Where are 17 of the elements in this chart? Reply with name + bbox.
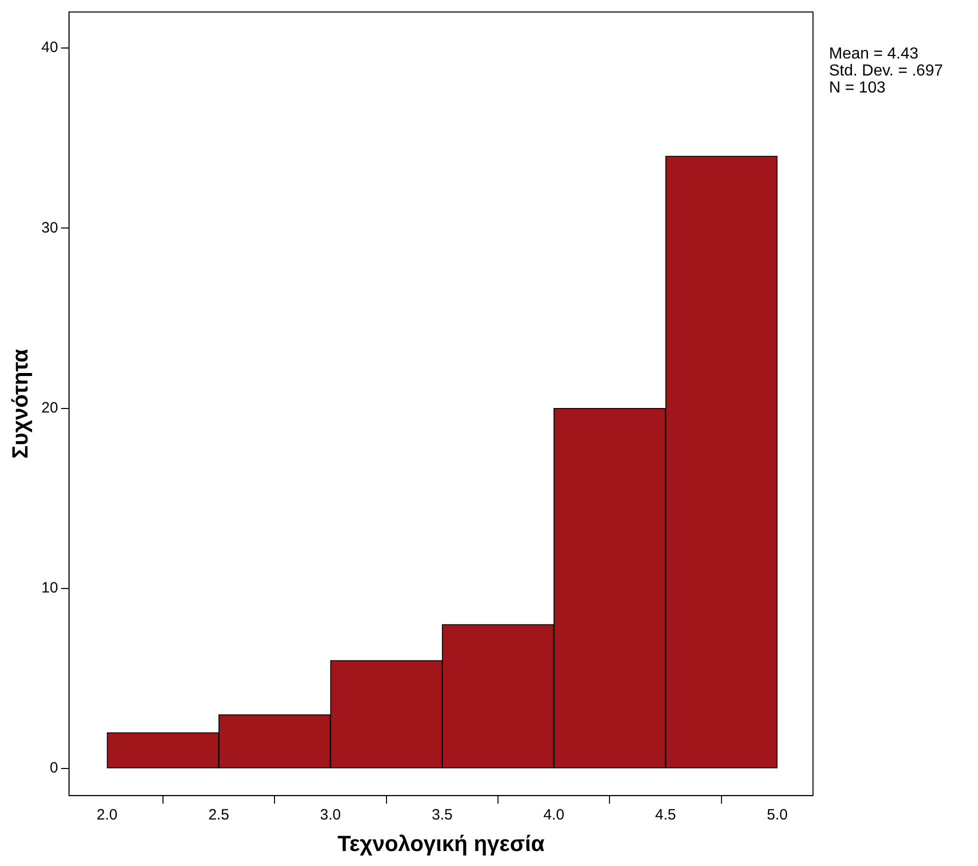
x-tick-label: 4.0 bbox=[543, 806, 564, 824]
x-tick-label: 3.0 bbox=[320, 806, 341, 824]
text: Mean = 4.43 bbox=[829, 45, 918, 62]
y-tick-label: 10 bbox=[41, 580, 58, 597]
x-tick-label: 3.5 bbox=[432, 806, 453, 824]
y-tick-label: 20 bbox=[41, 399, 58, 416]
x-axis-title: Τεχνολογική ηγεσία bbox=[338, 830, 545, 856]
x-tick-label: 5.0 bbox=[766, 806, 788, 824]
x-tick-label: 2.5 bbox=[208, 806, 230, 824]
x-tick-label: 2.0 bbox=[96, 806, 118, 824]
x-tick-label: 4.5 bbox=[655, 806, 676, 824]
text: Std. Dev. = .697 bbox=[829, 62, 944, 80]
y-tick-label: 30 bbox=[41, 219, 58, 236]
y-tick-label: 40 bbox=[41, 39, 58, 56]
y-axis-title: Συχνότητα bbox=[7, 348, 32, 459]
text: N = 103 bbox=[829, 79, 886, 96]
y-tick-label: 0 bbox=[50, 760, 58, 777]
